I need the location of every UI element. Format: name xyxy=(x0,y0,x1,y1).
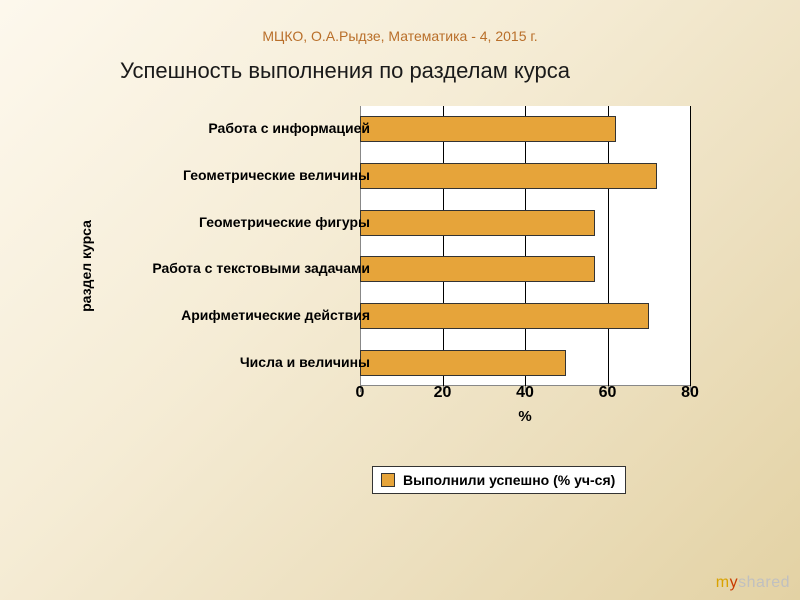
bar xyxy=(360,303,649,329)
x-tick-label: 60 xyxy=(599,384,617,402)
page-title: Успешность выполнения по разделам курса xyxy=(120,58,570,84)
bar xyxy=(360,116,616,142)
header-note: МЦКО, О.А.Рыдзе, Математика - 4, 2015 г. xyxy=(0,28,800,44)
bar xyxy=(360,256,595,282)
plot-area xyxy=(360,106,690,386)
x-tick-label: 80 xyxy=(681,384,699,402)
category-label: Работа с информацией xyxy=(120,120,370,136)
x-axis-label: % xyxy=(360,408,690,425)
chart: раздел курса % 020406080Работа с информа… xyxy=(110,96,710,436)
x-tick-label: 40 xyxy=(516,384,534,402)
y-axis-label: раздел курса xyxy=(78,220,94,312)
grid-line xyxy=(690,106,691,386)
legend-swatch xyxy=(381,473,395,487)
grid-line xyxy=(443,106,444,386)
bar xyxy=(360,210,595,236)
grid-line xyxy=(525,106,526,386)
y-axis xyxy=(360,106,361,386)
slide: МЦКО, О.А.Рыдзе, Математика - 4, 2015 г.… xyxy=(0,0,800,600)
category-label: Числа и величины xyxy=(120,354,370,370)
bar xyxy=(360,350,566,376)
category-label: Работа с текстовыми задачами xyxy=(120,260,370,276)
legend-label: Выполнили успешно (% уч-ся) xyxy=(403,472,615,488)
x-tick-label: 20 xyxy=(434,384,452,402)
legend: Выполнили успешно (% уч-ся) xyxy=(372,466,626,494)
category-label: Геометрические фигуры xyxy=(120,214,370,230)
grid-line xyxy=(608,106,609,386)
bar xyxy=(360,163,657,189)
category-label: Геометрические величины xyxy=(120,167,370,183)
x-tick-label: 0 xyxy=(356,384,365,402)
category-label: Арифметические действия xyxy=(120,307,370,323)
watermark: mymysharedshared xyxy=(716,574,790,592)
